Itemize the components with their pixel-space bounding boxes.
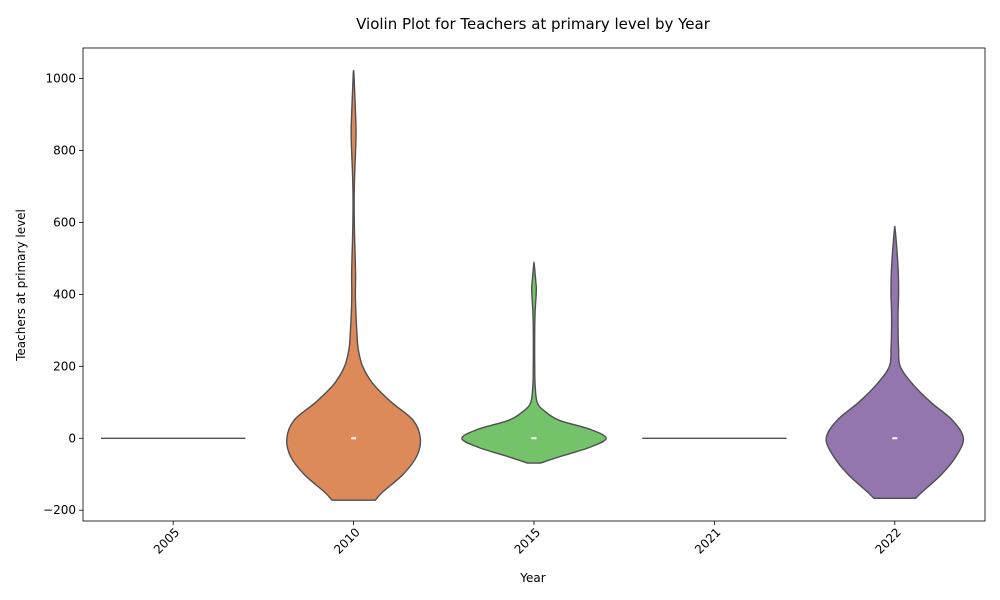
x-tick-label-2010: 2010 bbox=[331, 525, 362, 556]
y-tick-label: 200 bbox=[53, 359, 76, 373]
y-axis-label: Teachers at primary level bbox=[14, 209, 28, 362]
y-tick-label: 400 bbox=[53, 287, 76, 301]
x-tick-label-2022: 2022 bbox=[872, 525, 903, 556]
violin-2015 bbox=[461, 261, 607, 464]
x-tick-label-2021: 2021 bbox=[692, 525, 723, 556]
median-marker-2015 bbox=[531, 437, 537, 440]
x-tick-label-2005: 2005 bbox=[151, 525, 182, 556]
y-tick-label: 800 bbox=[53, 144, 76, 158]
median-marker-2010 bbox=[351, 437, 357, 440]
x-axis: 2005 2010 2015 2021 2022 bbox=[151, 521, 904, 557]
y-tick-label: −200 bbox=[43, 503, 76, 517]
chart-title: Violin Plot for Teachers at primary leve… bbox=[356, 15, 711, 33]
x-tick-label-2015: 2015 bbox=[512, 525, 543, 556]
y-tick-label: 0 bbox=[68, 431, 76, 445]
violin-2010 bbox=[286, 69, 422, 501]
y-axis: −200 0 200 400 600 800 1000 bbox=[43, 72, 83, 517]
violin-2022 bbox=[825, 225, 965, 500]
plot-area bbox=[101, 69, 965, 501]
y-tick-label: 600 bbox=[53, 215, 76, 229]
x-axis-label: Year bbox=[519, 571, 545, 585]
median-marker-2022 bbox=[892, 437, 898, 440]
y-tick-label: 1000 bbox=[45, 72, 76, 86]
